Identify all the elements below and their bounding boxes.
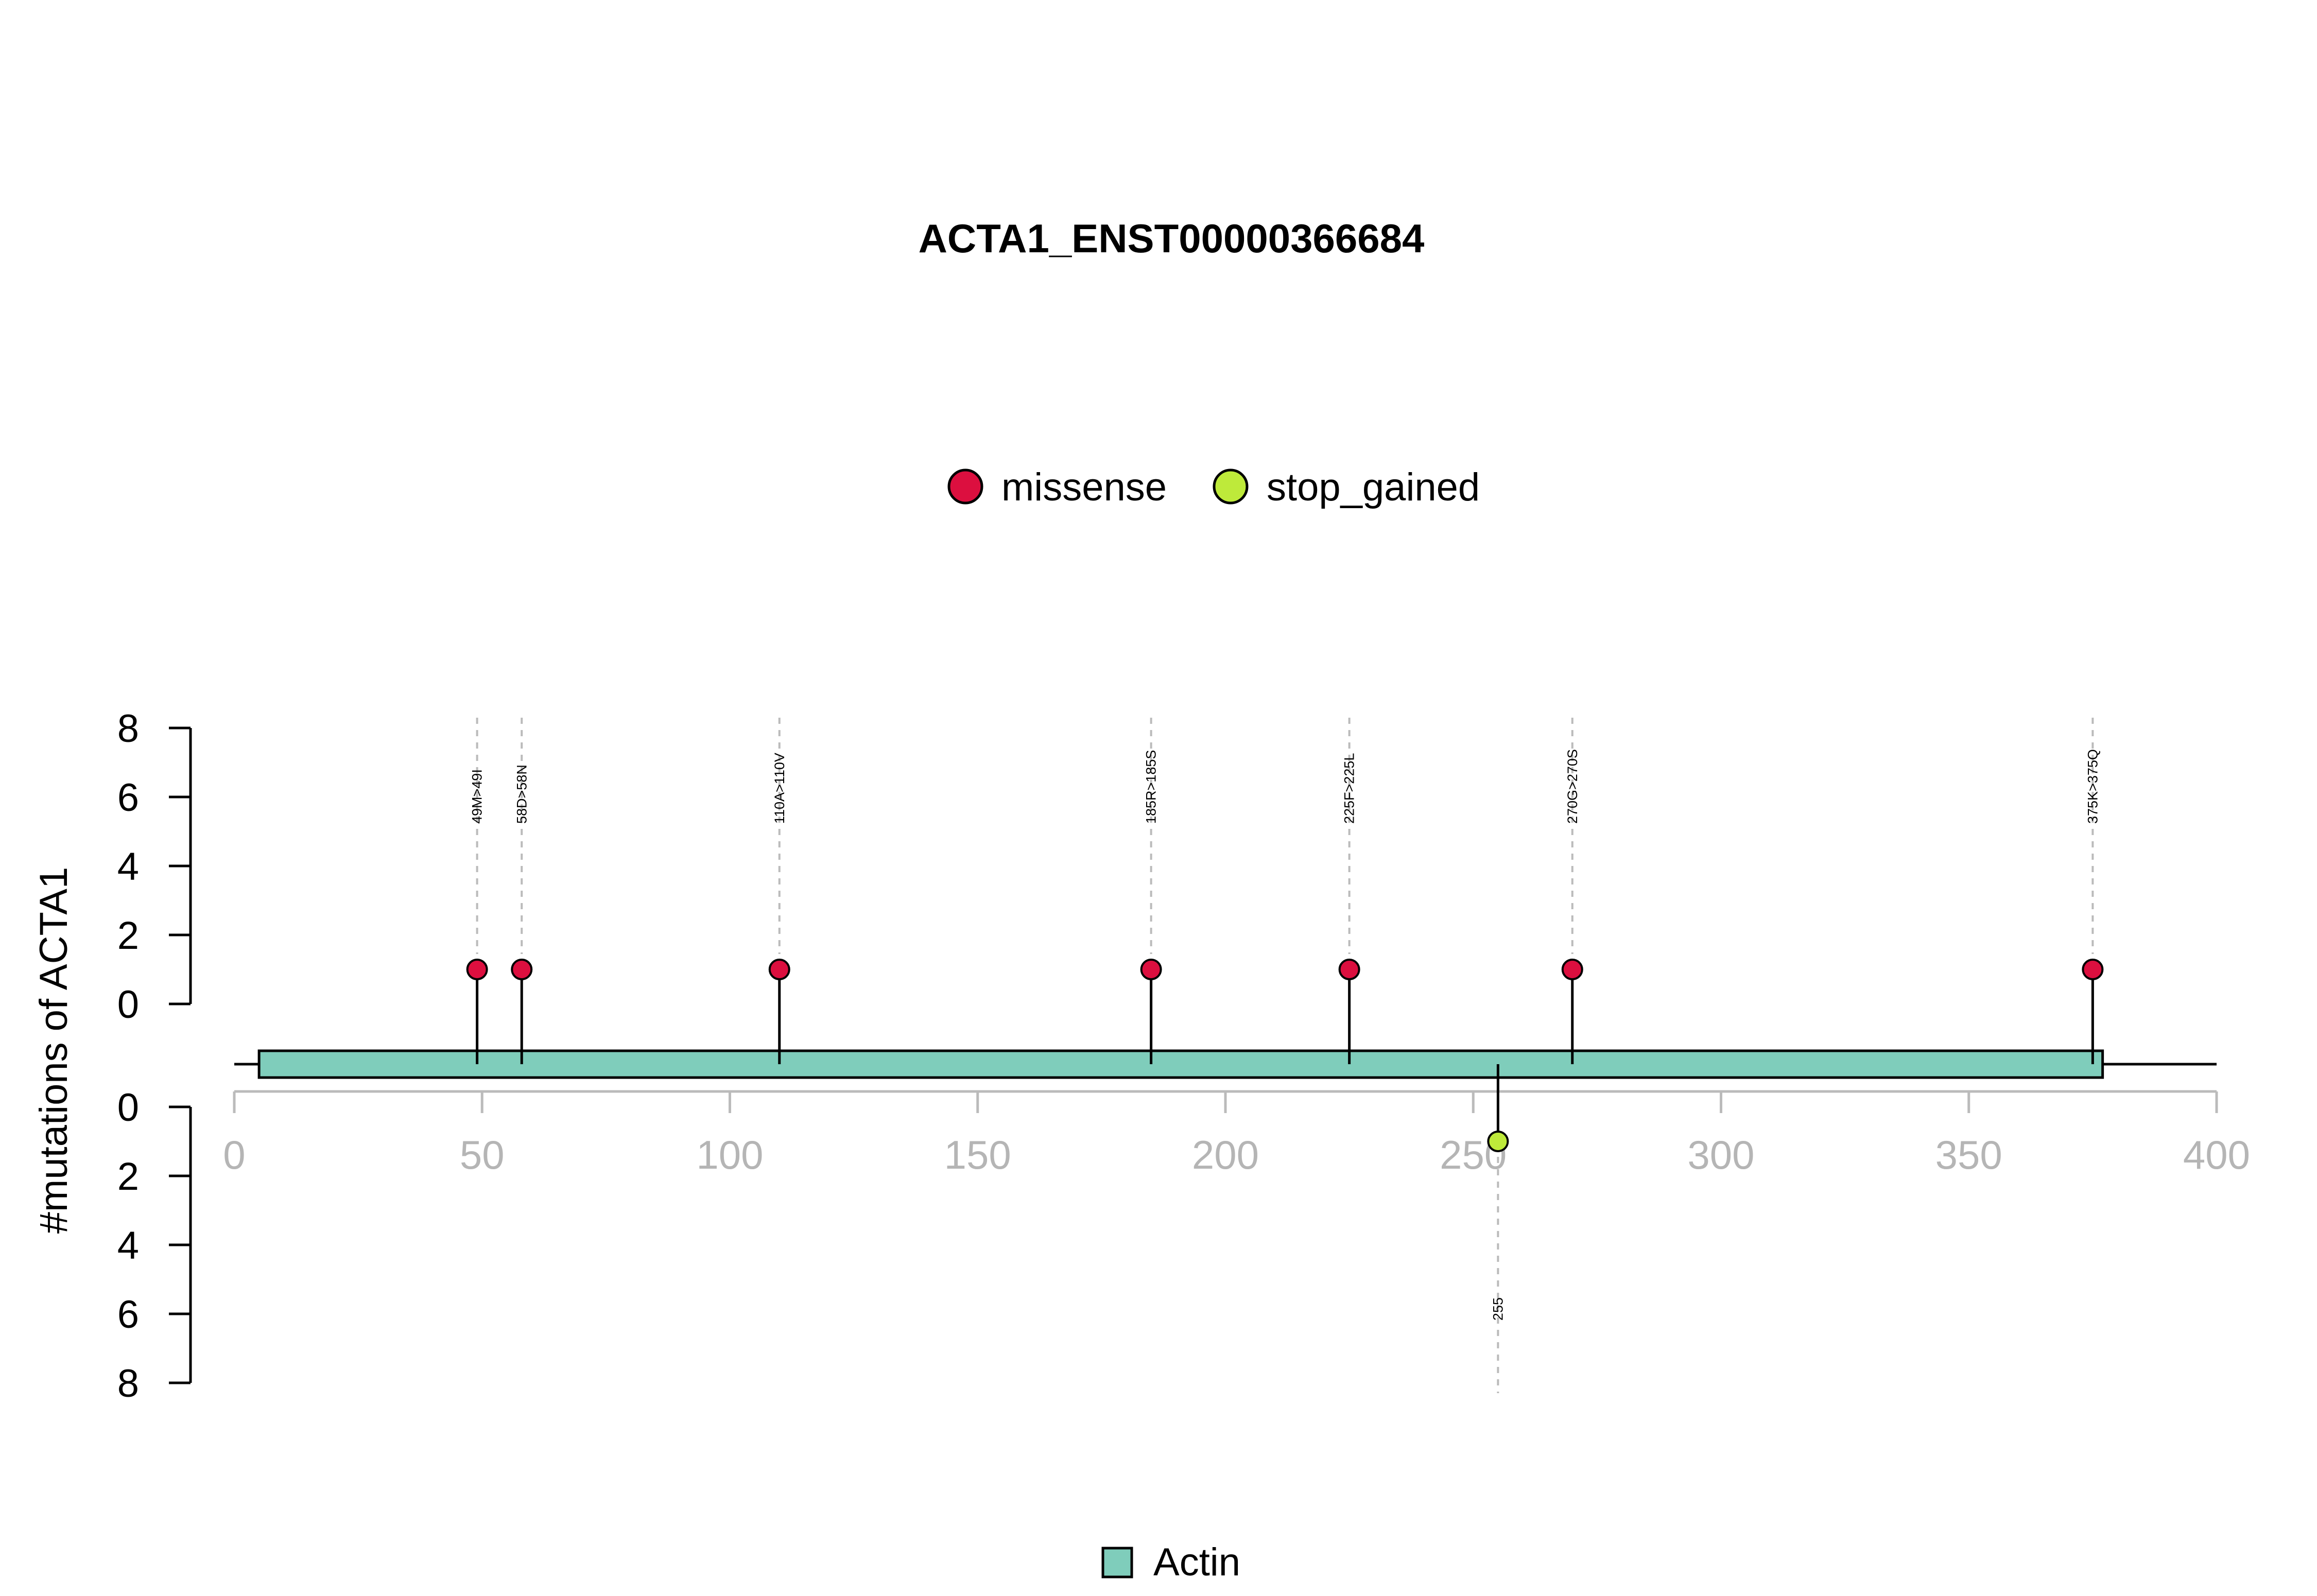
- x-tick-label: 100: [696, 1132, 763, 1177]
- x-axis: 0 50 100 150 200 250 300 350 400: [223, 1090, 2250, 1177]
- mutation-marker-missense: [768, 959, 790, 980]
- mutation-marker-missense: [2082, 959, 2104, 980]
- lower-y-tick-label: 2: [117, 1155, 139, 1199]
- legend-stop-gained-marker: [1213, 469, 1249, 505]
- domain-box-actin: [257, 1049, 2104, 1079]
- domain-legend: Actin: [1101, 1540, 1240, 1584]
- lower-y-tick-label: 8: [117, 1362, 139, 1406]
- lower-y-tick-label: 6: [117, 1293, 139, 1337]
- legend-actin-swatch: [1101, 1547, 1133, 1578]
- mutation-label: 185R>185S: [1144, 750, 1159, 824]
- lower-y-tick-label: 0: [117, 1086, 139, 1130]
- mutation-label: 58D>58N: [514, 765, 529, 824]
- mutation-marker-missense: [1338, 959, 1360, 980]
- mutation-label: 110A>110V: [772, 753, 787, 824]
- x-tick-label: 300: [1687, 1132, 1754, 1177]
- upper-y-tick-label: 4: [117, 845, 139, 889]
- legend-actin-label: Actin: [1153, 1540, 1240, 1584]
- x-tick-label: 50: [460, 1132, 505, 1177]
- legend-missense-marker: [947, 469, 983, 505]
- legend-missense-label: missense: [1001, 465, 1167, 509]
- y-axis-label: #mutations of ACTA1: [32, 867, 76, 1234]
- legend-stop-gained-label: stop_gained: [1267, 465, 1480, 509]
- mutation-stems: [476, 718, 2094, 1393]
- x-tick-label: 200: [1192, 1132, 1259, 1177]
- mutation-type-legend: missense stop_gained: [947, 465, 1480, 509]
- chart-title: ACTA1_ENST00000366684: [919, 216, 1425, 261]
- mutation-marker-missense: [1561, 959, 1583, 980]
- x-tick-label: 350: [1935, 1132, 2002, 1177]
- mutation-marker-missense: [511, 959, 533, 980]
- mutation-label: 270G>270S: [1565, 749, 1580, 824]
- mutation-label: 225F>225L: [1342, 753, 1357, 824]
- x-tick-label: 0: [223, 1132, 245, 1177]
- lower-y-axis: 0 2 4 6 8: [117, 1086, 192, 1406]
- mutation-marker-missense: [466, 959, 488, 980]
- mutation-marker-stop_gained: [1487, 1131, 1509, 1152]
- upper-y-tick-label: 8: [117, 707, 139, 751]
- x-tick-label: 400: [2183, 1132, 2250, 1177]
- mutation-marker-missense: [1140, 959, 1162, 980]
- x-tick-label: 150: [944, 1132, 1011, 1177]
- mutation-label: 255: [1490, 1297, 1506, 1321]
- upper-y-tick-label: 0: [117, 983, 139, 1027]
- mutation-label: 375K>375Q: [2085, 749, 2100, 824]
- upper-y-tick-label: 2: [117, 914, 139, 958]
- upper-y-axis: 0 2 4 6 8: [117, 707, 192, 1027]
- mutation-label: 49M>49I: [470, 769, 485, 824]
- mutation-markers: [466, 959, 2104, 1152]
- protein-backbone: [234, 1049, 2217, 1079]
- upper-y-tick-label: 6: [117, 776, 139, 820]
- mutation-labels: 49M>49I 58D>58N 110A>110V 185R>185S 225F>225…: [470, 749, 2101, 1321]
- lower-y-tick-label: 4: [117, 1224, 139, 1268]
